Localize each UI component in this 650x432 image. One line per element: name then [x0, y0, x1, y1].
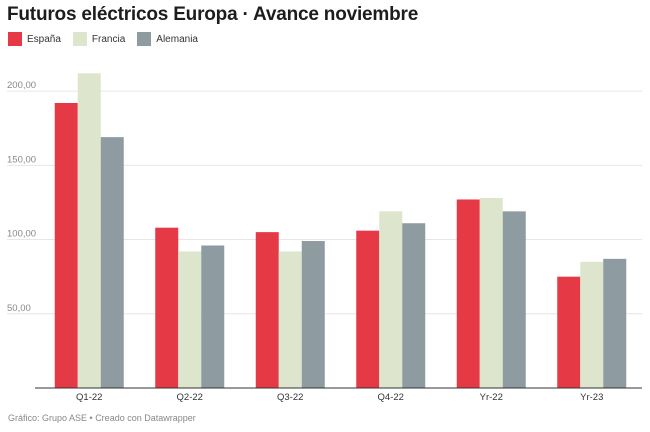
legend: España Francia Alemania — [8, 32, 210, 46]
legend-item-alemania: Alemania — [137, 32, 198, 46]
bar-francia-yr-22 — [479, 197, 503, 388]
bar-alemania-yr-22 — [502, 211, 526, 388]
footer-credit: Gráfico: Grupo ASE • Creado con Datawrap… — [8, 413, 196, 423]
legend-label-espana: España — [27, 33, 61, 45]
legend-item-espana: España — [8, 32, 61, 46]
bar-francia-q2-22 — [178, 251, 202, 388]
bar-espana-q1-22 — [54, 102, 78, 388]
legend-swatch-espana — [8, 32, 22, 46]
x-tick-label: Q3-22 — [277, 392, 303, 403]
chart-title: Futuros eléctricos Europa · Avance novie… — [7, 4, 419, 25]
bar-alemania-yr-23 — [603, 258, 627, 388]
bar-espana-yr-23 — [557, 276, 581, 388]
y-tick-label: 100,00 — [7, 229, 36, 240]
x-tick-label: Q1-22 — [76, 392, 102, 403]
x-tick-label: Q4-22 — [378, 392, 404, 403]
bar-alemania-q4-22 — [402, 223, 426, 388]
x-tick-label: Yr-22 — [480, 392, 503, 403]
y-tick-label: 200,00 — [7, 80, 36, 91]
bar-francia-yr-23 — [580, 261, 604, 388]
legend-item-francia: Francia — [72, 32, 126, 46]
y-tick-label: 50,00 — [7, 303, 31, 314]
bar-alemania-q1-22 — [100, 137, 124, 388]
bar-espana-q4-22 — [356, 230, 380, 388]
bar-alemania-q3-22 — [301, 241, 325, 388]
x-tick-label: Yr-23 — [580, 392, 603, 403]
legend-label-francia: Francia — [91, 33, 126, 45]
legend-label-alemania: Alemania — [156, 33, 198, 45]
y-tick-label: 150,00 — [7, 154, 36, 165]
bar-francia-q1-22 — [77, 73, 101, 388]
x-tick-label: Q2-22 — [177, 392, 203, 403]
bar-alemania-q2-22 — [201, 245, 225, 388]
legend-swatch-francia — [72, 32, 87, 46]
bar-espana-q2-22 — [155, 227, 179, 388]
bar-francia-q3-22 — [278, 251, 302, 388]
bar-espana-yr-22 — [456, 199, 480, 388]
legend-swatch-alemania — [137, 32, 152, 46]
bar-espana-q3-22 — [255, 232, 279, 388]
bar-francia-q4-22 — [379, 211, 403, 388]
